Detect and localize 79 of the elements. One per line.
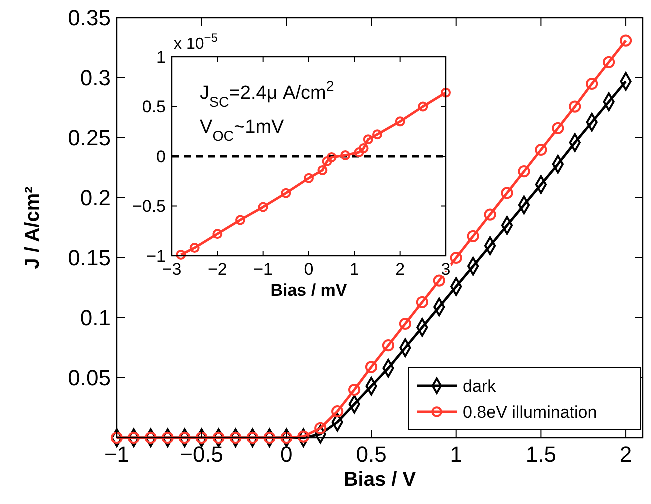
point — [484, 208, 496, 221]
point — [110, 432, 124, 444]
x-tick-label: −1 — [104, 442, 130, 467]
point — [501, 187, 514, 200]
point — [552, 122, 564, 134]
point — [416, 296, 428, 308]
point — [190, 243, 200, 254]
y-tick-label: 0.15 — [68, 246, 111, 271]
x-tick-label: 2 — [396, 260, 406, 279]
point — [236, 215, 246, 226]
y-tick-label: 0.05 — [68, 366, 111, 391]
point — [178, 432, 191, 444]
point — [212, 432, 225, 444]
point — [603, 56, 616, 68]
annotation: x 10$^{−5}$ — [174, 31, 218, 53]
legend-label: 0.8eV illumination — [463, 402, 598, 422]
point — [348, 384, 361, 396]
y-tick-label: −0.5 — [132, 197, 166, 216]
x-tick-label: −1 — [254, 260, 274, 279]
point — [365, 361, 378, 374]
point — [358, 144, 369, 154]
point — [382, 340, 395, 352]
point — [280, 432, 293, 444]
point — [620, 34, 632, 47]
point — [322, 156, 332, 166]
y-tick-label: 0.3 — [80, 66, 111, 91]
x-tick-label: 2 — [620, 442, 632, 467]
point — [314, 422, 327, 434]
point — [433, 274, 446, 287]
y-tick-label: 0.1 — [80, 306, 111, 331]
y-tick-label: 0.2 — [80, 186, 111, 211]
x-axis-title: Bias / V — [344, 469, 417, 491]
point — [418, 102, 428, 112]
annotation: J$_{SC}$=2.4μ A/cm$^{2}$ — [200, 79, 334, 111]
y-axis-title: J / A/cm² — [22, 186, 44, 270]
x-tick-label: −2 — [208, 260, 228, 279]
point — [399, 318, 412, 330]
point — [586, 78, 598, 90]
point — [340, 150, 351, 160]
point — [212, 229, 223, 240]
point — [298, 430, 310, 443]
point — [144, 432, 157, 444]
point — [258, 202, 268, 212]
point — [162, 432, 174, 444]
point — [450, 252, 462, 264]
x-tick-label: 1.5 — [526, 442, 556, 467]
point — [372, 130, 382, 140]
point — [395, 116, 406, 127]
x-tick-label: −0.5 — [180, 442, 224, 467]
y-tick-label: −1 — [146, 246, 166, 266]
point — [128, 432, 140, 444]
x-axis-title: Bias / mV — [270, 281, 348, 300]
point — [196, 432, 208, 444]
legend-label: dark — [463, 376, 497, 396]
point — [467, 230, 480, 242]
annotation: V$_{OC}$~1mV — [200, 117, 285, 145]
y-tick-label: 0 — [156, 147, 166, 166]
y-tick-label: 0.35 — [68, 6, 111, 31]
point — [230, 432, 242, 444]
point — [264, 432, 276, 444]
point — [326, 152, 337, 162]
point — [332, 406, 344, 418]
y-tick-label: 0.25 — [68, 126, 111, 151]
y-tick-label: 0.5 — [142, 98, 166, 117]
point — [535, 144, 548, 156]
point — [304, 173, 314, 184]
point — [318, 165, 328, 176]
point — [246, 432, 259, 444]
x-tick-label: 1 — [450, 442, 462, 467]
point — [569, 100, 582, 113]
x-tick-label: 0 — [304, 260, 314, 279]
point — [518, 166, 530, 178]
point — [354, 148, 364, 158]
point — [281, 188, 292, 198]
x-tick-label: 0 — [280, 442, 293, 467]
y-tick-label: 1 — [156, 48, 166, 67]
point — [363, 134, 374, 145]
x-tick-label: 0.5 — [356, 442, 387, 467]
x-tick-label: 1 — [350, 260, 360, 279]
